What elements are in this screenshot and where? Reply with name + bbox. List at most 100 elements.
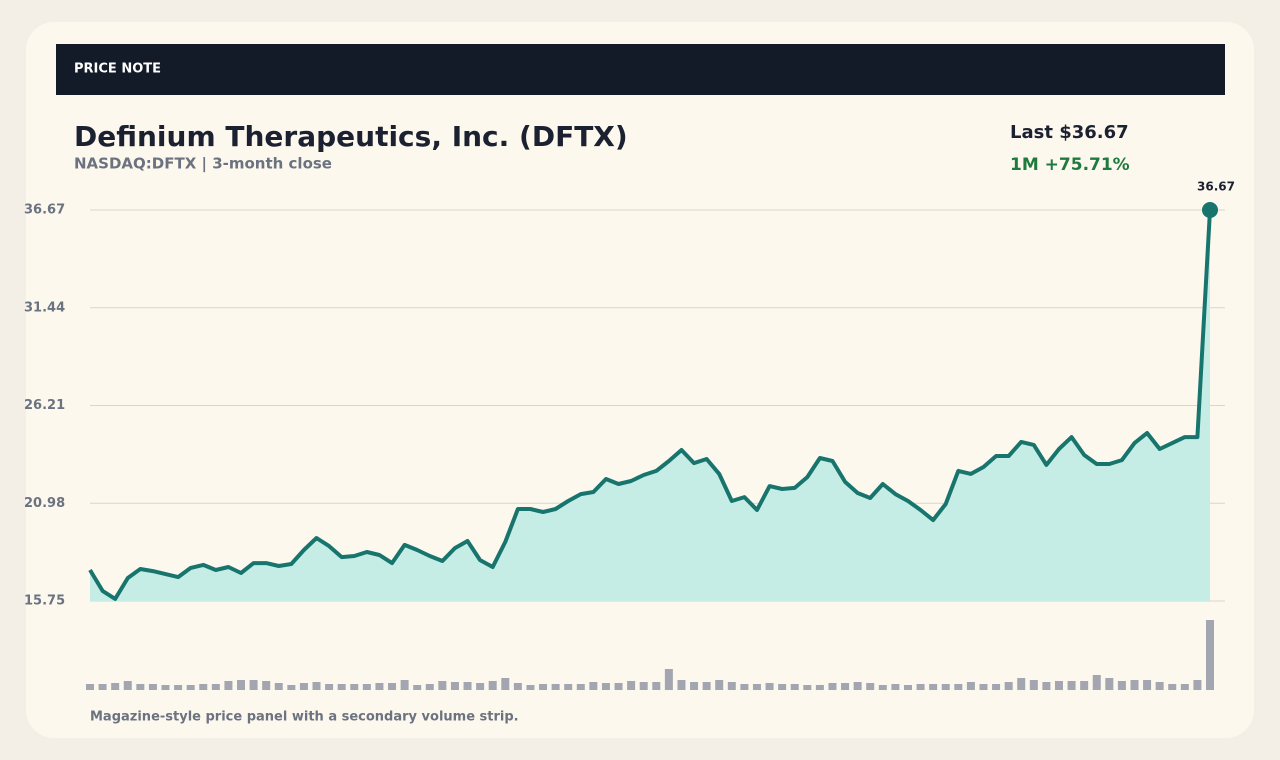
volume-bar <box>941 684 950 690</box>
volume-bar <box>312 682 321 690</box>
volume-bar <box>1193 680 1202 690</box>
volume-bar <box>161 685 170 690</box>
volume-bar <box>1105 678 1114 690</box>
volume-bar <box>1092 675 1101 690</box>
volume-bar <box>526 685 535 690</box>
volume-bar <box>815 685 824 690</box>
volume-bar <box>866 683 875 690</box>
volume-bar <box>249 680 258 690</box>
volume-bar <box>841 683 850 690</box>
y-tick-label: 26.21 <box>24 398 65 413</box>
y-tick-label: 15.75 <box>24 594 65 609</box>
volume-bar <box>551 684 560 690</box>
volume-bar <box>1054 681 1063 690</box>
volume-bar <box>337 684 346 690</box>
volume-bar <box>639 682 648 690</box>
volume-bar <box>601 683 610 690</box>
volume-bar <box>136 684 145 690</box>
volume-bar <box>450 682 459 690</box>
y-tick-label: 20.98 <box>24 496 65 511</box>
volume-bar <box>1155 682 1164 690</box>
plot: 15.75 20.98 26.21 31.44 36.67 36.67 <box>24 180 1235 690</box>
volume-bar <box>375 683 384 690</box>
volume-bar <box>325 684 334 690</box>
volume-bar <box>740 684 749 690</box>
volume-bar <box>1029 680 1038 690</box>
volume-bar <box>1004 682 1013 690</box>
volume-bar <box>1080 681 1089 690</box>
y-tick-label: 31.44 <box>24 300 65 315</box>
volume-bar <box>966 682 975 690</box>
volume-bar <box>627 681 636 690</box>
volume-bar <box>123 681 132 690</box>
volume-bar <box>727 682 736 690</box>
volume-bar <box>463 682 472 690</box>
volume-bar <box>878 685 887 690</box>
volume-bar <box>224 681 233 690</box>
change: 1M +75.71% <box>1010 155 1130 175</box>
volume-bar <box>979 684 988 690</box>
volume-bar <box>86 684 94 690</box>
price-line <box>88 209 1212 601</box>
volume-bar <box>790 684 799 690</box>
volume-bar <box>564 684 573 690</box>
volume-bar <box>299 683 308 690</box>
volume-bar <box>690 682 699 690</box>
volume-bar <box>1206 620 1214 690</box>
volume-bar <box>98 684 107 690</box>
volume-bar <box>903 685 912 690</box>
volume-bar <box>199 684 208 690</box>
last-point <box>1202 202 1218 218</box>
volume-bar <box>274 683 283 690</box>
volume-bar <box>576 684 585 690</box>
volume-bar <box>476 683 485 690</box>
volume-bar <box>438 681 447 690</box>
volume-bar <box>715 680 724 690</box>
volume-bar <box>425 684 434 690</box>
last-value-label: 36.67 <box>1197 180 1235 194</box>
volume-bar <box>752 684 761 690</box>
volume-bar <box>589 682 598 690</box>
volume-bar <box>1130 680 1139 690</box>
volume-bar <box>828 683 837 690</box>
volume-bar <box>677 680 686 690</box>
volume-bar <box>350 684 359 690</box>
y-tick-label: 36.67 <box>24 203 65 218</box>
price-area <box>90 210 1210 601</box>
volume-bar <box>1168 684 1177 690</box>
volume-bar <box>664 669 673 690</box>
volume-bar <box>929 684 938 690</box>
volume-bar <box>916 684 925 690</box>
volume-bar <box>501 678 510 690</box>
volume-bar <box>614 683 623 690</box>
volume-bar <box>803 685 812 690</box>
volume-bar <box>1117 681 1126 690</box>
caption: Magazine-style price panel with a second… <box>90 710 519 725</box>
volume-bar <box>992 684 1001 690</box>
volume-bar <box>1180 684 1189 690</box>
volume-bar <box>111 683 120 690</box>
volume-bar <box>148 684 157 690</box>
volume-bar <box>488 681 497 690</box>
badge: PRICE NOTE <box>74 62 161 77</box>
volume-bar <box>211 684 220 690</box>
volume-bar <box>237 680 246 690</box>
header-bar <box>56 44 1225 95</box>
chart-title: Definium Therapeutics, Inc. (DFTX) <box>74 120 628 153</box>
volume-bar <box>413 685 422 690</box>
volume-bar <box>287 685 296 690</box>
volume-bar <box>853 682 862 690</box>
last-price: Last $36.67 <box>1010 122 1129 143</box>
volume-bar <box>778 684 787 690</box>
volume-bar <box>891 684 900 690</box>
volume-bar <box>362 684 371 690</box>
volume-bar <box>1143 680 1152 690</box>
volume-bar <box>513 683 522 690</box>
volume-bar <box>400 680 409 690</box>
volume-bar <box>765 683 774 690</box>
volume-bar <box>1017 678 1026 690</box>
volume-bar <box>388 683 397 690</box>
volume-bar <box>1042 682 1051 690</box>
volume-bar <box>702 682 711 690</box>
